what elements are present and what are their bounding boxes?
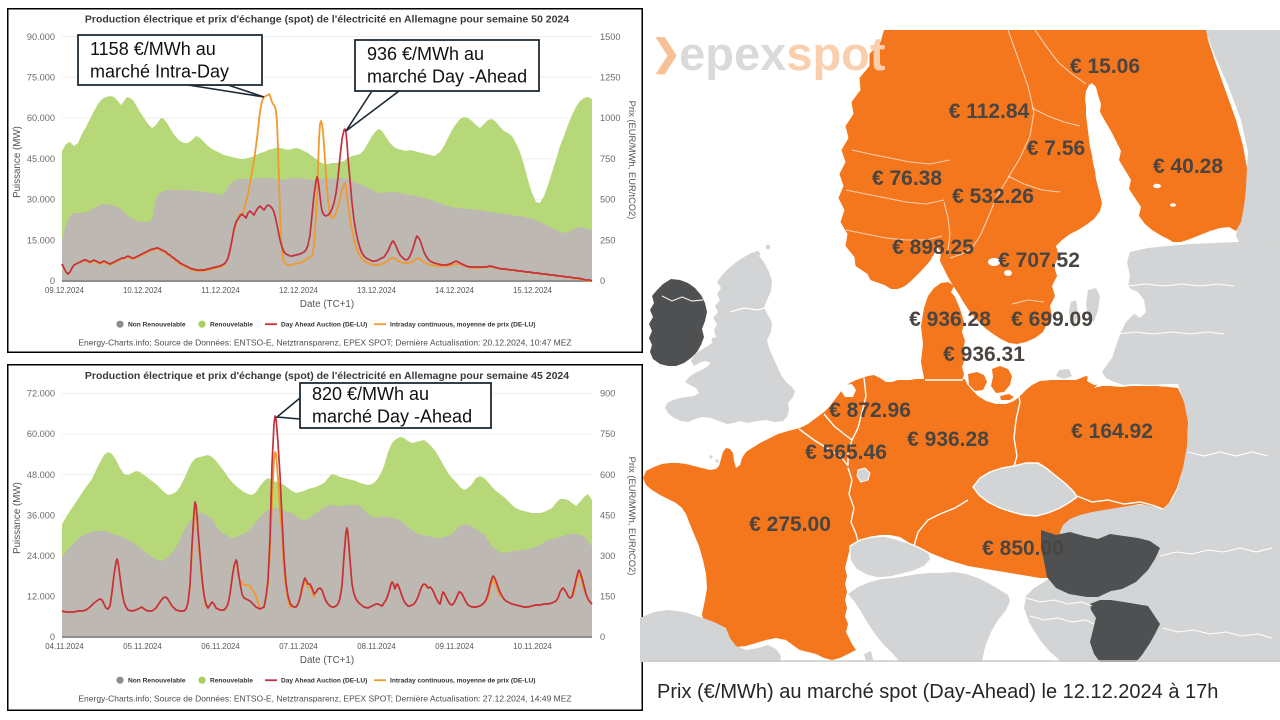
svg-text:250: 250 xyxy=(600,235,615,245)
svg-text:€ 699.09: € 699.09 xyxy=(1011,308,1093,331)
svg-text:€ 112.84: € 112.84 xyxy=(949,100,1030,123)
svg-text:04.11.2024: 04.11.2024 xyxy=(45,642,84,651)
svg-text:12.000: 12.000 xyxy=(27,592,55,602)
svg-text:10.11.2024: 10.11.2024 xyxy=(513,642,552,651)
svg-text:Production électrique et prix: Production électrique et prix d'échange … xyxy=(85,370,569,382)
svg-text:Energy-Charts.info; Source de: Energy-Charts.info; Source de Données: E… xyxy=(78,338,571,348)
svg-text:11.12.2024: 11.12.2024 xyxy=(201,286,240,295)
svg-text:60.000: 60.000 xyxy=(27,113,55,123)
svg-text:1158 €/MWh au: 1158 €/MWh au xyxy=(90,39,216,59)
svg-text:Day Ahead Auction (DE-LU): Day Ahead Auction (DE-LU) xyxy=(281,322,367,329)
svg-text:€ 936.28: € 936.28 xyxy=(907,428,989,451)
svg-text:€ 76.38: € 76.38 xyxy=(872,167,942,190)
svg-text:1250: 1250 xyxy=(600,73,620,83)
svg-text:12.12.2024: 12.12.2024 xyxy=(279,286,319,295)
svg-text:450: 450 xyxy=(600,510,615,520)
svg-text:€ 707.52: € 707.52 xyxy=(998,249,1080,272)
svg-text:150: 150 xyxy=(600,592,615,602)
svg-text:500: 500 xyxy=(600,195,615,205)
svg-text:Intraday continuous, moyenne d: Intraday continuous, moyenne de prix (DE… xyxy=(390,322,535,329)
svg-text:Puissance (MW): Puissance (MW) xyxy=(12,482,23,554)
svg-text:08.11.2024: 08.11.2024 xyxy=(357,642,396,651)
svg-text:05.11.2024: 05.11.2024 xyxy=(123,642,162,651)
svg-text:marché Day -Ahead: marché Day -Ahead xyxy=(312,407,472,427)
svg-text:60.000: 60.000 xyxy=(27,429,55,439)
svg-text:1500: 1500 xyxy=(600,32,620,42)
svg-text:€ 15.06: € 15.06 xyxy=(1070,55,1140,78)
svg-text:936 €/MWh au: 936 €/MWh au xyxy=(367,44,484,64)
svg-text:€ 898.25: € 898.25 xyxy=(892,236,974,259)
svg-text:09.12.2024: 09.12.2024 xyxy=(45,286,85,295)
svg-text:Prix (EUR/MWh, EUR/tCO2): Prix (EUR/MWh, EUR/tCO2) xyxy=(627,457,638,576)
svg-text:Date (TC+1): Date (TC+1) xyxy=(300,655,354,666)
svg-text:75.000: 75.000 xyxy=(27,73,55,83)
svg-text:820 €/MWh au: 820 €/MWh au xyxy=(312,384,429,404)
svg-text:marché Day -Ahead: marché Day -Ahead xyxy=(367,67,527,87)
svg-text:Non Renouvelable: Non Renouvelable xyxy=(128,678,186,685)
svg-text:€ 532.26: € 532.26 xyxy=(952,185,1034,208)
svg-text:Energy-Charts.info; Source de: Energy-Charts.info; Source de Données: E… xyxy=(78,694,571,704)
svg-text:24.000: 24.000 xyxy=(27,551,55,561)
svg-text:Intraday continuous, moyenne d: Intraday continuous, moyenne de prix (DE… xyxy=(390,678,535,685)
svg-text:Prix (EUR/MWh, EUR/tCO2): Prix (EUR/MWh, EUR/tCO2) xyxy=(627,101,638,220)
svg-text:1000: 1000 xyxy=(600,113,620,123)
svg-text:0: 0 xyxy=(50,632,55,642)
svg-text:900: 900 xyxy=(600,389,615,399)
svg-text:15.12.2024: 15.12.2024 xyxy=(513,286,553,295)
svg-text:€ 164.92: € 164.92 xyxy=(1071,420,1153,443)
svg-text:15.000: 15.000 xyxy=(27,235,55,245)
svg-text:48.000: 48.000 xyxy=(27,470,55,480)
svg-text:€ 872.96: € 872.96 xyxy=(829,399,911,422)
svg-text:Date (TC+1): Date (TC+1) xyxy=(300,299,354,310)
svg-text:€ 936.28: € 936.28 xyxy=(909,308,991,331)
svg-text:Renouvelable: Renouvelable xyxy=(210,678,253,685)
svg-text:€ 7.56: € 7.56 xyxy=(1027,137,1085,160)
svg-text:0: 0 xyxy=(600,632,605,642)
svg-text:600: 600 xyxy=(600,470,615,480)
svg-text:€ 850.00: € 850.00 xyxy=(982,537,1064,560)
svg-text:06.11.2024: 06.11.2024 xyxy=(201,642,240,651)
svg-text:45.000: 45.000 xyxy=(27,154,55,164)
svg-text:Renouvelable: Renouvelable xyxy=(210,322,253,329)
svg-text:750: 750 xyxy=(600,429,615,439)
svg-text:€ 936.31: € 936.31 xyxy=(943,343,1025,366)
svg-text:10.12.2024: 10.12.2024 xyxy=(123,286,163,295)
svg-text:Puissance (MW): Puissance (MW) xyxy=(12,126,23,198)
svg-text:€ 565.46: € 565.46 xyxy=(805,441,887,464)
svg-text:09.11.2024: 09.11.2024 xyxy=(435,642,474,651)
svg-text:0: 0 xyxy=(50,276,55,286)
svg-text:90.000: 90.000 xyxy=(27,32,55,42)
svg-text:36.000: 36.000 xyxy=(27,510,55,520)
svg-text:€ 275.00: € 275.00 xyxy=(749,513,831,536)
svg-text:Non Renouvelable: Non Renouvelable xyxy=(128,322,186,329)
svg-text:300: 300 xyxy=(600,551,615,561)
svg-text:Day Ahead Auction (DE-LU): Day Ahead Auction (DE-LU) xyxy=(281,678,367,685)
svg-text:0: 0 xyxy=(600,276,605,286)
svg-text:Production électrique et prix: Production électrique et prix d'échange … xyxy=(85,14,569,26)
svg-text:30.000: 30.000 xyxy=(27,195,55,205)
svg-text:72.000: 72.000 xyxy=(27,389,55,399)
svg-text:14.12.2024: 14.12.2024 xyxy=(435,286,475,295)
svg-text:13.12.2024: 13.12.2024 xyxy=(357,286,397,295)
svg-text:marché Intra-Day: marché Intra-Day xyxy=(90,62,229,82)
svg-text:€ 40.28: € 40.28 xyxy=(1153,155,1223,178)
svg-text:07.11.2024: 07.11.2024 xyxy=(279,642,318,651)
svg-text:750: 750 xyxy=(600,154,615,164)
